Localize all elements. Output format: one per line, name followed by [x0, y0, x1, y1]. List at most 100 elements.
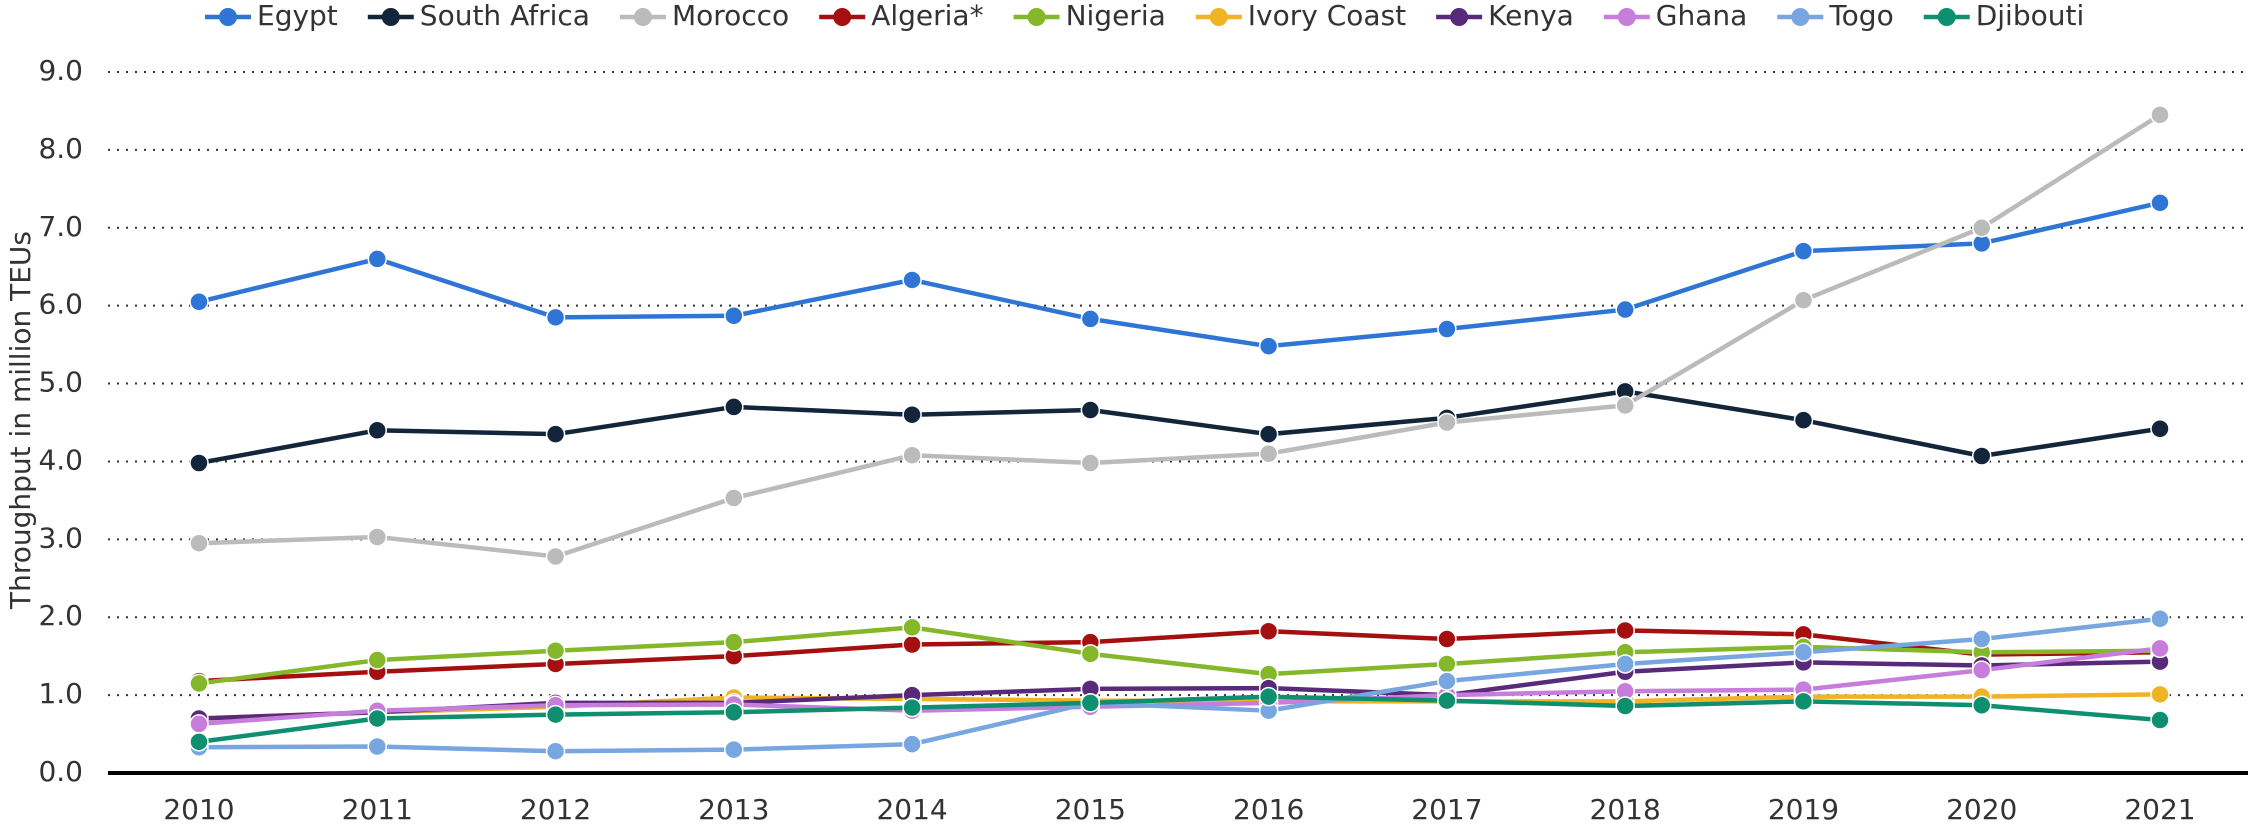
series-line	[198, 616, 2161, 754]
data-point	[1971, 218, 1992, 238]
y-tick-label: 0.0	[38, 755, 83, 788]
data-point	[724, 488, 744, 508]
x-tick-label: 2019	[1768, 793, 1839, 826]
legend-marker	[1027, 8, 1046, 26]
data-point	[724, 397, 744, 417]
y-tick-label: 2.0	[38, 599, 83, 632]
legend-label: Ivory Coast	[1248, 0, 1406, 32]
data-point	[902, 734, 922, 754]
data-point	[189, 673, 209, 694]
legend-marker	[1450, 8, 1469, 26]
data-point	[545, 307, 566, 328]
data-point	[545, 704, 566, 725]
data-point	[2150, 684, 2170, 705]
data-point	[189, 714, 209, 734]
x-tick-label: 2017	[1411, 793, 1482, 826]
data-point	[1080, 309, 1101, 329]
series-line	[198, 646, 2161, 727]
data-point	[902, 697, 922, 718]
data-point	[1080, 453, 1101, 473]
data-point	[367, 249, 388, 269]
data-point	[2150, 710, 2170, 730]
data-point	[724, 306, 744, 326]
data-point	[902, 270, 922, 290]
x-tick-label: 2020	[1946, 793, 2017, 826]
x-tick-label: 2013	[698, 793, 769, 826]
data-point	[1793, 241, 1814, 261]
legend-label: South Africa	[420, 0, 590, 32]
series-line	[198, 112, 2162, 559]
y-tick-label: 4.0	[38, 443, 83, 476]
data-point	[1258, 686, 1279, 707]
data-point	[2150, 193, 2170, 213]
data-point	[545, 546, 566, 567]
legend-label: Kenya	[1488, 0, 1574, 32]
data-point	[2150, 638, 2170, 659]
data-point	[1615, 299, 1635, 320]
y-tick-label: 7.0	[38, 210, 83, 243]
x-tick-label: 2011	[342, 793, 413, 826]
x-tick-label: 2012	[520, 793, 591, 826]
data-point	[1615, 654, 1635, 674]
data-point	[545, 741, 566, 761]
data-point	[1437, 319, 1457, 339]
data-point	[189, 732, 209, 752]
data-point	[1258, 443, 1279, 464]
data-point	[1437, 671, 1457, 691]
data-point	[1258, 621, 1279, 641]
legend-label: Ghana	[1656, 0, 1748, 32]
data-point	[367, 708, 388, 729]
legend-label: Morocco	[672, 0, 789, 32]
data-point	[1258, 424, 1279, 444]
data-point	[1437, 412, 1457, 433]
data-point	[724, 702, 744, 722]
data-point	[1437, 690, 1457, 711]
data-point	[1971, 660, 1992, 680]
legend-label: Djibouti	[1976, 0, 2085, 32]
x-tick-label: 2010	[163, 793, 234, 826]
data-point	[724, 739, 744, 760]
data-point	[367, 650, 388, 670]
series-line	[198, 200, 2161, 349]
y-tick-label: 9.0	[38, 54, 83, 87]
data-point	[902, 445, 922, 465]
data-point	[189, 533, 209, 553]
legend-marker	[381, 8, 400, 26]
legend-marker	[1209, 8, 1228, 26]
legend-marker	[633, 8, 652, 26]
y-tick-label: 8.0	[38, 132, 83, 165]
data-point	[189, 292, 209, 312]
x-tick-label: 2021	[2124, 793, 2195, 826]
data-point	[545, 424, 566, 444]
legend-label: Nigeria	[1066, 0, 1166, 32]
data-point	[1971, 629, 1992, 649]
data-point	[367, 420, 388, 441]
data-point	[2150, 609, 2170, 629]
data-point	[1080, 400, 1101, 420]
data-point	[902, 634, 922, 655]
legend-marker	[1937, 8, 1956, 26]
x-tick-label: 2018	[1590, 793, 1661, 826]
data-point	[545, 640, 566, 661]
series-line	[198, 625, 2161, 686]
y-tick-label: 6.0	[38, 288, 83, 321]
data-point	[1437, 654, 1457, 674]
y-tick-label: 3.0	[38, 521, 83, 554]
legend-label: Egypt	[257, 0, 338, 32]
series-line	[198, 628, 2161, 684]
data-point	[902, 404, 922, 425]
data-point	[902, 617, 922, 638]
x-tick-label: 2016	[1233, 793, 1304, 826]
legend-label: Algeria*	[871, 0, 983, 32]
y-tick-label: 1.0	[38, 677, 83, 710]
series-line	[198, 694, 2161, 745]
legend-marker	[1617, 8, 1636, 26]
data-point	[189, 453, 209, 473]
y-axis-title: Throughput in million TEUs	[4, 231, 37, 610]
data-point	[1793, 691, 1814, 712]
data-point	[1615, 395, 1635, 416]
data-point	[367, 736, 388, 757]
legend-marker	[833, 8, 852, 26]
data-point	[1080, 644, 1101, 664]
